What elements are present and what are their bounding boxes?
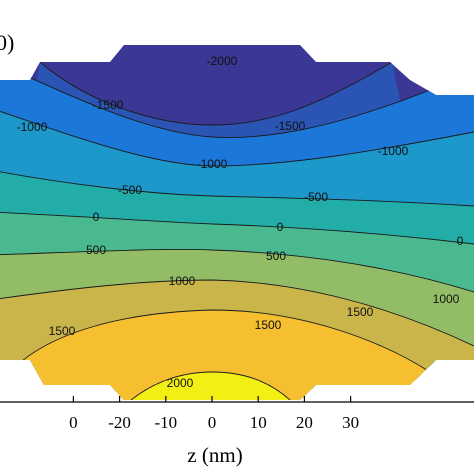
contour-label: 1500 [255,318,282,332]
contour-label: -1500 [275,119,306,133]
contour-line-neg500 [0,169,474,207]
contour-label: 2000 [167,376,194,390]
contour-label: 500 [86,243,106,257]
contour-line-1000 [0,279,474,347]
contour-label: -1500 [93,98,124,112]
contour-line-2000 [119,371,301,400]
contour-label: 0 [457,234,464,248]
contour-label: 500 [266,249,286,263]
x-axis-title: z (nm) [187,443,242,467]
panel-label: 0) [0,30,14,55]
contour-line-neg1000 [0,107,474,167]
contour-label: 1500 [347,305,374,319]
x-tick-label: -10 [154,413,177,432]
contour-line-neg1500 [0,59,474,138]
contour-label: 0 [277,220,284,234]
contour-label: -500 [118,183,142,197]
x-tick-label: 0 [69,413,78,432]
contour-label: -1000 [378,144,409,158]
contour-line-500 [0,249,474,293]
contour-label: -1000 [17,120,48,134]
contour-label: -2000 [207,54,238,68]
x-tick-label: 20 [296,413,313,432]
contour-labels: -2000 -1500 -1500 -1000 -1000 -1000 -500 -500 0 0… [17,54,464,390]
contour-label: 1000 [169,274,196,288]
contour-label: -500 [304,190,328,204]
x-tick-label: -20 [108,413,131,432]
contour-label: 1000 [433,292,460,306]
contour-line-0 [0,211,474,245]
contour-label: 1500 [49,324,76,338]
x-tick-label: 0 [208,413,217,432]
contour-line-1500 [9,309,431,373]
x-tick-label: 30 [342,413,359,432]
contour-label: -1000 [197,157,228,171]
x-tick-label: 10 [250,413,267,432]
contour-lines [0,59,474,400]
x-axis-ticks: 0 -20 -10 0 10 20 30 [69,396,359,432]
contour-line-neg2000 [39,61,393,126]
contour-label: 0 [93,210,100,224]
